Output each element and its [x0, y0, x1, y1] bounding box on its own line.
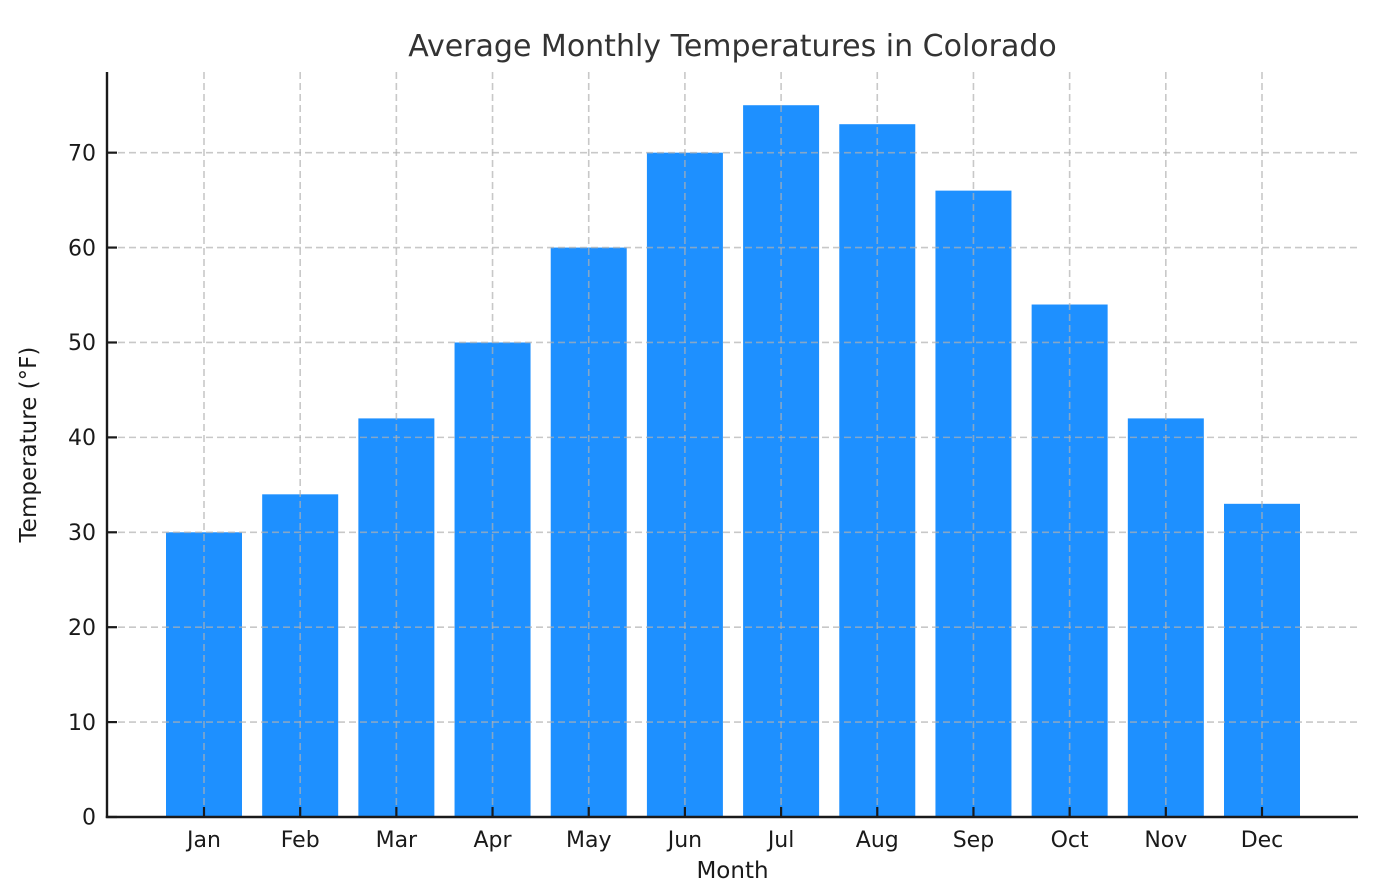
y-tick-label-40: 40 [68, 426, 96, 451]
x-tick-label-aug: Aug [856, 828, 899, 853]
y-tick-label-0: 0 [82, 806, 96, 831]
y-tick-label-10: 10 [68, 711, 96, 736]
x-tick-label-may: May [566, 828, 611, 853]
x-tick-label-apr: Apr [474, 828, 513, 853]
y-tick-label-50: 50 [68, 331, 96, 356]
chart-title: Average Monthly Temperatures in Colorado [408, 29, 1057, 64]
x-tick-label-feb: Feb [281, 828, 320, 853]
tick-labels-group: 0 10 20 30 40 50 60 70 Jan Feb Mar Apr May Jun Jul Aug S… [68, 141, 1283, 853]
x-tick-label-dec: Dec [1241, 828, 1284, 853]
y-tick-label-20: 20 [68, 616, 96, 641]
x-tick-label-sep: Sep [953, 828, 994, 853]
y-tick-label-70: 70 [68, 141, 96, 166]
x-tick-label-jul: Jul [766, 828, 795, 853]
x-tick-label-jun: Jun [666, 828, 702, 853]
x-axis-label: Month [696, 858, 768, 884]
y-axis-label: Temperature (°F) [16, 347, 42, 544]
axes-spines-group [105, 72, 1358, 819]
x-tick-label-mar: Mar [376, 828, 418, 853]
x-tick-label-nov: Nov [1144, 828, 1187, 853]
gridlines-group [107, 72, 1358, 817]
bars-group [166, 105, 1300, 818]
bar-jan [166, 532, 242, 817]
y-tick-label-30: 30 [68, 521, 96, 546]
x-tick-label-oct: Oct [1051, 828, 1089, 853]
x-tick-label-jan: Jan [185, 828, 221, 853]
y-tick-label-60: 60 [68, 236, 96, 261]
